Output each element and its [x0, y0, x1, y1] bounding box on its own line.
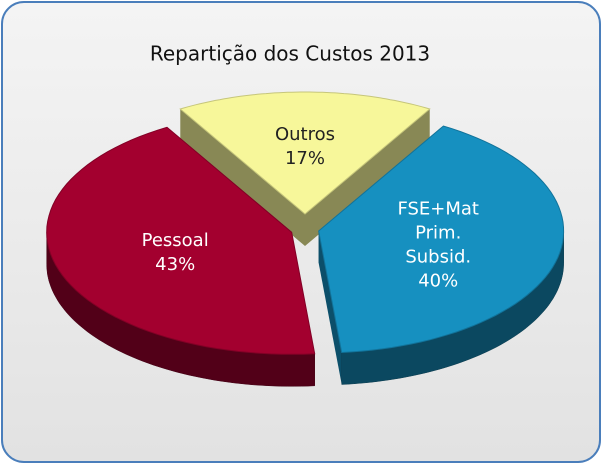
slice [179, 91, 431, 215]
category-label: Pessoal [142, 230, 209, 251]
data-label: Pessoal 43% [142, 230, 209, 275]
category-label: Subsid. [405, 247, 471, 268]
slice-wall [180, 108, 305, 246]
chart-title: Repartição dos Custos 2013 [150, 42, 430, 66]
category-label: Prim. [415, 223, 461, 244]
data-label: FSE+Mat Prim. Subsid. 40% [397, 199, 479, 292]
slice [318, 125, 565, 354]
category-label: FSE+Mat [397, 199, 479, 220]
data-label: Outros 17% [275, 124, 335, 169]
value-label: 43% [155, 254, 195, 275]
slice-wall [305, 108, 430, 246]
slice [46, 126, 316, 355]
category-label: Outros [275, 124, 335, 145]
value-label: 40% [418, 271, 458, 292]
slice-wall [318, 231, 342, 385]
value-label: 17% [285, 148, 325, 169]
